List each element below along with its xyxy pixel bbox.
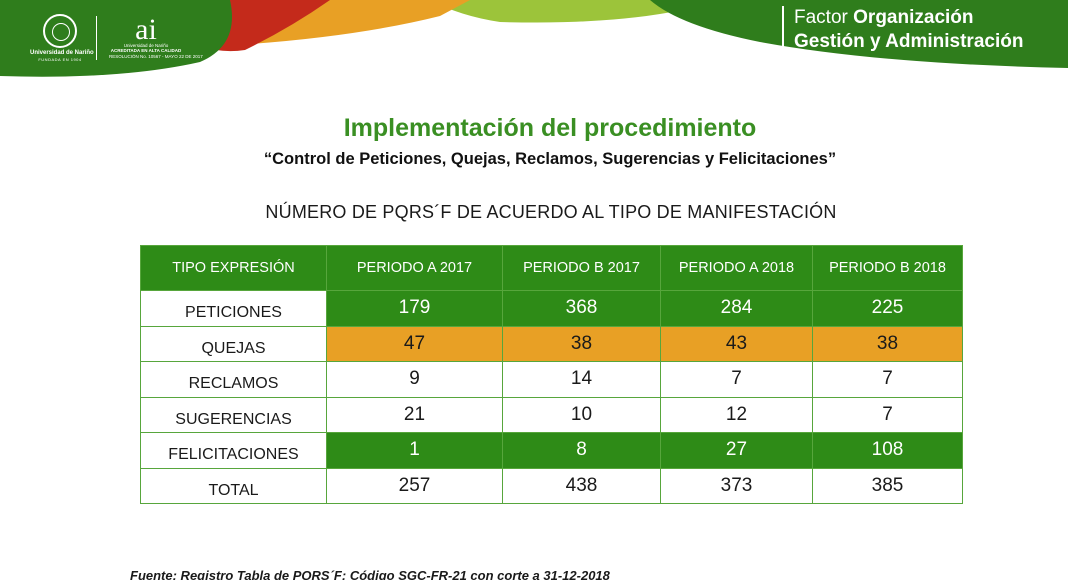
column-header: PERIODO B 2017 xyxy=(502,245,661,291)
column-header: PERIODO B 2018 xyxy=(812,245,963,291)
table-cell: 38 xyxy=(502,325,661,362)
ai-logo-mark: ai xyxy=(135,12,157,46)
row-label: TOTAL xyxy=(140,467,327,504)
accreditation-logo: ai Universidad de Nariño ACREDITADA EN A… xyxy=(109,12,203,60)
table-row-sugerencias: SUGERENCIAS 21 10 12 7 xyxy=(140,396,963,433)
page-title: Implementación del procedimiento xyxy=(343,114,757,142)
logo-divider xyxy=(96,16,97,60)
university-founded: FUNDADA EN 1904 xyxy=(38,57,82,62)
table-row-quejas: QUEJAS 47 38 43 38 xyxy=(140,325,963,362)
table-cell: 38 xyxy=(812,325,963,362)
table-cell: 9 xyxy=(326,361,503,398)
table-cell: 12 xyxy=(660,396,813,433)
ai-logo-line-3: RESOLUCIÓN No. 10567 - MAYO 22 DE 2017 xyxy=(109,53,203,59)
table-cell: 43 xyxy=(660,325,813,362)
table-cell: 368 xyxy=(502,290,661,327)
table-title: NÚMERO DE PQRS´F DE ACUERDO AL TIPO DE M… xyxy=(265,202,837,222)
table-cell: 7 xyxy=(812,361,963,398)
ai-logo-line-1: Universidad de Nariño xyxy=(123,42,169,48)
ai-logo-line-2: ACREDITADA EN ALTA CALIDAD xyxy=(110,48,182,54)
table-cell: 21 xyxy=(326,396,503,433)
table-row-felicitaciones: FELICITACIONES 1 8 27 108 xyxy=(140,432,963,469)
factor-line-2: Gestión y Administración xyxy=(794,31,1024,52)
table-cell: 7 xyxy=(812,396,963,433)
table-cell: 10 xyxy=(502,396,661,433)
table-cell: 373 xyxy=(660,467,813,504)
column-header: PERIODO A 2017 xyxy=(326,245,503,291)
table-cell: 385 xyxy=(812,467,963,504)
table-cell: 7 xyxy=(660,361,813,398)
table-cell: 47 xyxy=(326,325,503,362)
source-footnote: Fuente: Registro Tabla de PQRS´F: Código… xyxy=(130,568,610,580)
table-cell: 1 xyxy=(326,432,503,469)
table-cell: 27 xyxy=(660,432,813,469)
factor-heading: Factor Organización Gestión y Administra… xyxy=(782,6,1023,54)
column-header: PERIODO A 2018 xyxy=(660,245,813,291)
university-logo: Universidad de Nariño FUNDADA EN 1904 xyxy=(30,14,94,62)
university-name: Universidad de Nariño xyxy=(30,50,94,56)
factor-name: Organización xyxy=(853,7,974,28)
table-header-row: TIPO EXPRESIÓN PERIODO A 2017 PERIODO B … xyxy=(140,245,963,291)
table-cell: 257 xyxy=(326,467,503,504)
table-row-peticiones: PETICIONES 179 368 284 225 xyxy=(140,290,963,327)
logos-group: Universidad de Nariño FUNDADA EN 1904 ai… xyxy=(30,10,203,66)
pqrs-table: TIPO EXPRESIÓN PERIODO A 2017 PERIODO B … xyxy=(140,245,963,504)
table-row-reclamos: RECLAMOS 9 14 7 7 xyxy=(140,361,963,398)
table-cell: 14 xyxy=(502,361,661,398)
table-cell: 438 xyxy=(502,467,661,504)
row-label: SUGERENCIAS xyxy=(140,396,327,433)
row-label: RECLAMOS xyxy=(140,361,327,398)
row-label: QUEJAS xyxy=(140,325,327,362)
table-cell: 179 xyxy=(326,290,503,327)
table-cell: 108 xyxy=(812,432,963,469)
table-row-total: TOTAL 257 438 373 385 xyxy=(140,467,963,504)
row-label: PETICIONES xyxy=(140,290,327,327)
header-banner: Universidad de Nariño FUNDADA EN 1904 ai… xyxy=(0,0,1068,90)
page-subtitle: “Control de Peticiones, Quejas, Reclamos… xyxy=(263,150,837,168)
table-cell: 8 xyxy=(502,432,661,469)
row-label: FELICITACIONES xyxy=(140,432,327,469)
table-cell: 284 xyxy=(660,290,813,327)
university-seal-icon xyxy=(43,14,77,48)
table-cell: 225 xyxy=(812,290,963,327)
factor-label: Factor xyxy=(794,7,848,28)
column-header: TIPO EXPRESIÓN xyxy=(140,245,327,291)
